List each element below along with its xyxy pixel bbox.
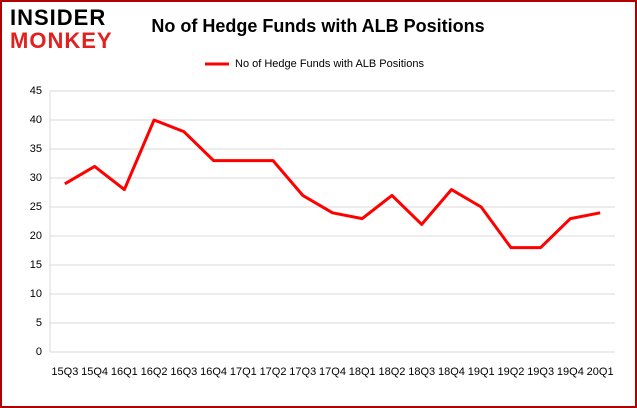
y-tick-label: 30 — [30, 172, 42, 184]
x-tick-label: 16Q3 — [170, 366, 197, 378]
x-tick-label: 18Q2 — [379, 366, 406, 378]
x-tick-label: 18Q4 — [438, 366, 465, 378]
y-tick-label: 40 — [30, 114, 42, 126]
y-tick-label: 25 — [30, 201, 42, 213]
x-tick-label: 19Q3 — [527, 366, 554, 378]
x-tick-label: 17Q3 — [289, 366, 316, 378]
logo-top: INSIDER — [10, 5, 106, 30]
logo-bottom: MONKEY — [10, 28, 113, 53]
x-tick-label: 17Q4 — [319, 366, 346, 378]
y-tick-label: 10 — [30, 288, 42, 300]
chart-title: No of Hedge Funds with ALB Positions — [151, 16, 484, 36]
y-tick-label: 5 — [36, 317, 42, 329]
x-tick-label: 16Q4 — [200, 366, 227, 378]
y-tick-label: 35 — [30, 143, 42, 155]
y-tick-label: 45 — [30, 85, 42, 97]
x-tick-label: 17Q2 — [260, 366, 287, 378]
x-tick-label: 16Q2 — [141, 366, 168, 378]
x-tick-label: 20Q1 — [587, 366, 614, 378]
x-tick-label: 17Q1 — [230, 366, 257, 378]
line-series — [64, 118, 601, 250]
y-tick-label: 15 — [30, 259, 42, 271]
legend-label: No of Hedge Funds with ALB Positions — [235, 58, 424, 70]
y-tick-label: 0 — [36, 346, 42, 358]
x-tick-label: 15Q4 — [81, 366, 108, 378]
x-tick-label: 18Q3 — [408, 366, 435, 378]
x-tick-label: 19Q1 — [468, 366, 495, 378]
x-tick-label: 15Q3 — [51, 366, 78, 378]
x-tick-label: 18Q1 — [349, 366, 376, 378]
x-tick-label: 16Q1 — [111, 366, 138, 378]
x-tick-label: 19Q4 — [557, 366, 584, 378]
y-tick-label: 20 — [30, 230, 42, 242]
x-tick-label: 19Q2 — [497, 366, 524, 378]
